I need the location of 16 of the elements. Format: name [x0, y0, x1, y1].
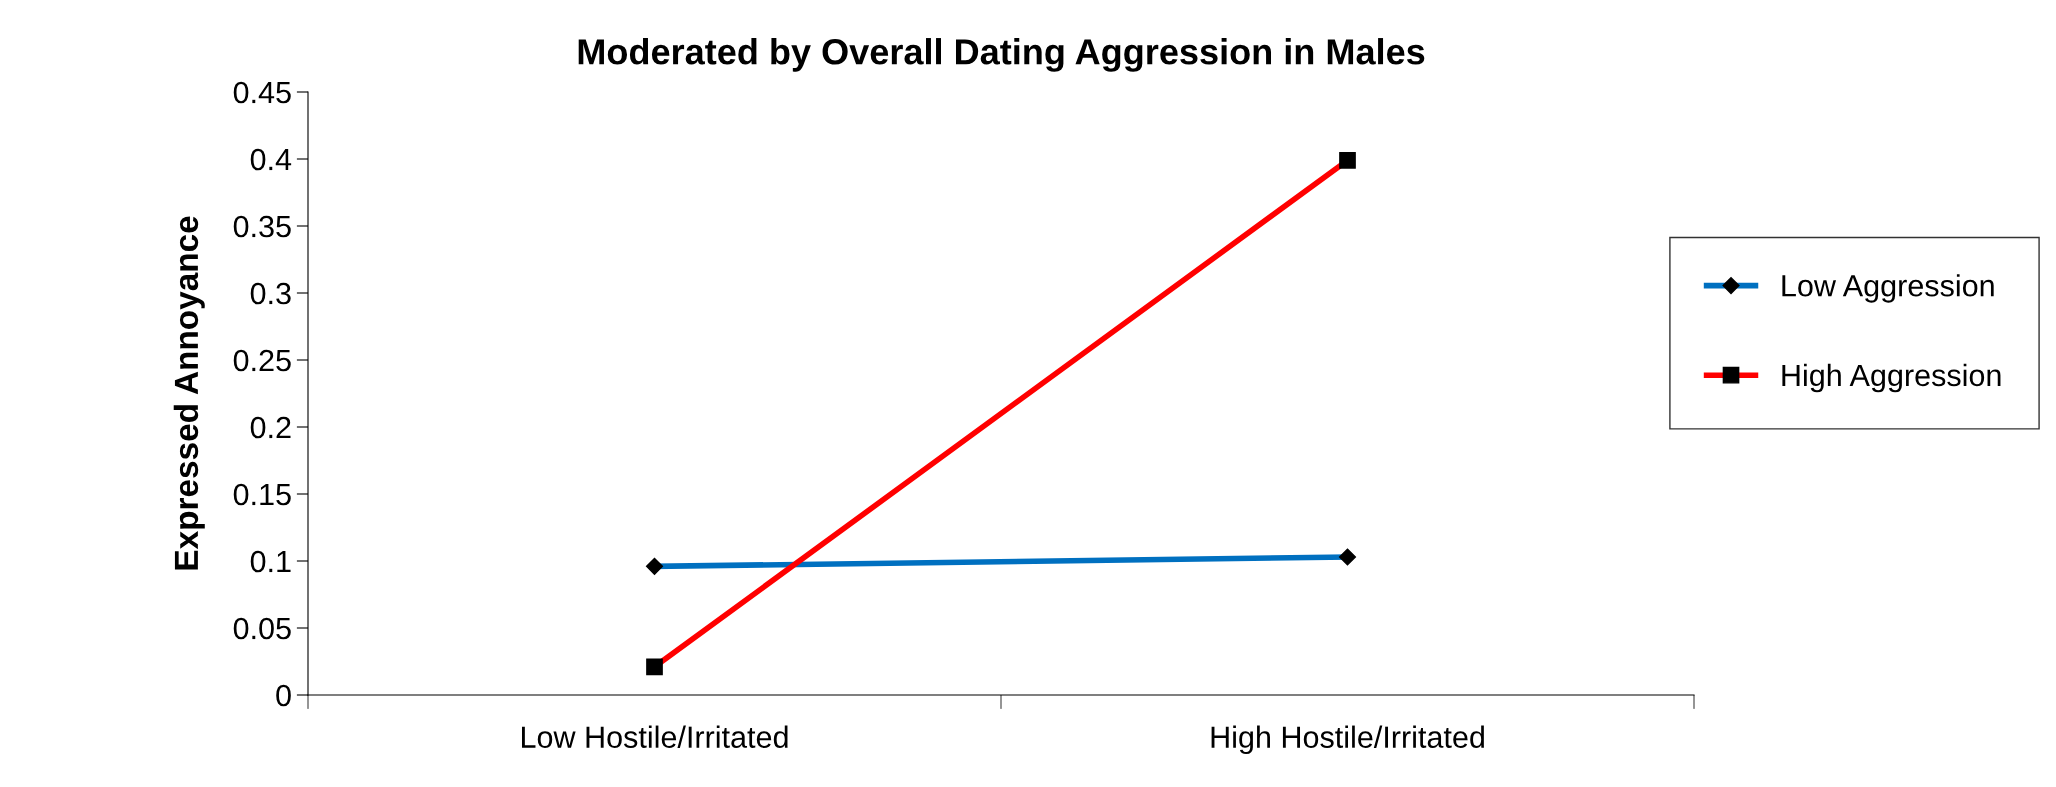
y-tick-label: 0.25 [233, 349, 291, 372]
y-tick-label: 0.15 [233, 483, 291, 506]
y-tick-label: 0.1 [250, 550, 291, 573]
y-tick-label: 0.4 [250, 148, 292, 171]
legend-label: High Aggression [1782, 363, 2001, 393]
x-tick-label: Low Hostile/Irritated [522, 725, 788, 748]
y-tick-label: 0.3 [250, 282, 291, 305]
y-tick-label: 0 [276, 684, 291, 707]
y-tick-label: 0.2 [250, 416, 291, 439]
y-axis-title: Expressed Annoyance [173, 216, 205, 570]
legend-label: Low Aggression [1782, 274, 1994, 303]
y-tick-label: 0.05 [233, 617, 291, 640]
x-tick-label: High Hostile/Irritated [1211, 725, 1484, 755]
y-tick-label: 0.45 [233, 81, 291, 104]
chart-title: Moderated by Overall Dating Aggression in Males [578, 38, 1425, 72]
y-tick-label: 0.35 [233, 215, 291, 238]
